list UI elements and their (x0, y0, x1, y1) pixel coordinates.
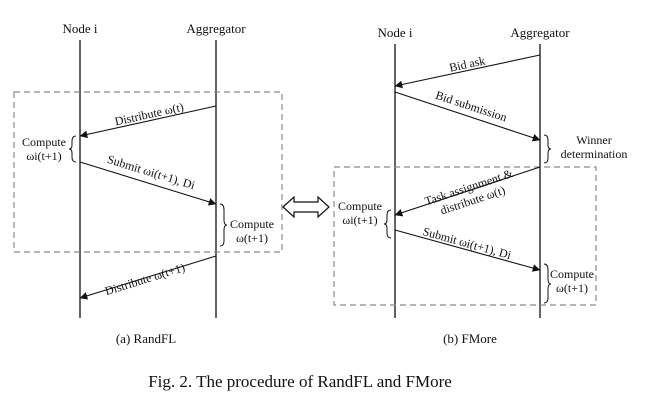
randfl-diagram: Node i Aggregator Distribute ω(t) Comput… (13, 21, 283, 346)
randfl-node-compute-brace (68, 135, 77, 163)
randfl-round-box (13, 91, 283, 253)
fmore-winner-line2: determination (561, 147, 628, 161)
fmore-task-assignment-arrow (394, 166, 541, 217)
randfl-aggregator-compute-brace (219, 203, 228, 247)
fmore-aggregator-compute-brace (543, 263, 552, 304)
fmore-node-compute-line1: Compute (338, 199, 382, 213)
randfl-distribute-label: Distribute ω(t) (113, 100, 185, 129)
fmore-round-box (333, 166, 597, 306)
randfl-distribute-next-label: Distribute ω(t+1) (103, 260, 186, 298)
fmore-aggregator-label: Aggregator (510, 25, 570, 40)
fmore-diagram: Node i Aggregator Bid ask Bid submission… (333, 25, 628, 346)
fmore-node-label: Node i (377, 25, 412, 40)
fmore-node-compute-brace (383, 209, 392, 239)
fmore-node-compute-line2: ωi(t+1) (342, 213, 377, 227)
figure-caption: Fig. 2. The procedure of RandFL and FMor… (148, 372, 452, 391)
fmore-bid-submission-arrow (394, 91, 541, 142)
fmore-winner-line1: Winner (576, 133, 612, 147)
fmore-bid-ask-label: Bid ask (448, 53, 486, 74)
randfl-aggregator-compute-line1: Compute (230, 217, 274, 231)
fmore-submit-label: Submit ωi(t+1), Di (421, 224, 513, 262)
randfl-aggregator-label: Aggregator (186, 21, 246, 36)
fmore-winner-brace (543, 134, 552, 164)
fmore-submit-arrow (394, 229, 541, 272)
randfl-submit-arrow (79, 161, 217, 206)
double-headed-arrow-icon (282, 195, 330, 219)
randfl-node-compute-line2: ωi(t+1) (26, 149, 61, 163)
fmore-bid-ask-arrow (394, 54, 541, 89)
randfl-subtitle: (a) RandFL (116, 331, 176, 346)
randfl-aggregator-compute-line2: ω(t+1) (236, 231, 268, 245)
fmore-aggregator-compute-line2: ω(t+1) (556, 281, 588, 295)
fmore-subtitle: (b) FMore (443, 331, 497, 346)
randfl-distribute-arrow (79, 105, 217, 139)
fmore-aggregator-compute-line1: Compute (550, 267, 594, 281)
randfl-submit-label: Submit ωi(t+1), Di (106, 152, 198, 192)
randfl-node-label: Node i (62, 21, 97, 36)
randfl-distribute-next-arrow (79, 255, 217, 300)
fmore-bid-submission-label: Bid submission (434, 88, 509, 125)
randfl-node-compute-line1: Compute (22, 135, 66, 149)
